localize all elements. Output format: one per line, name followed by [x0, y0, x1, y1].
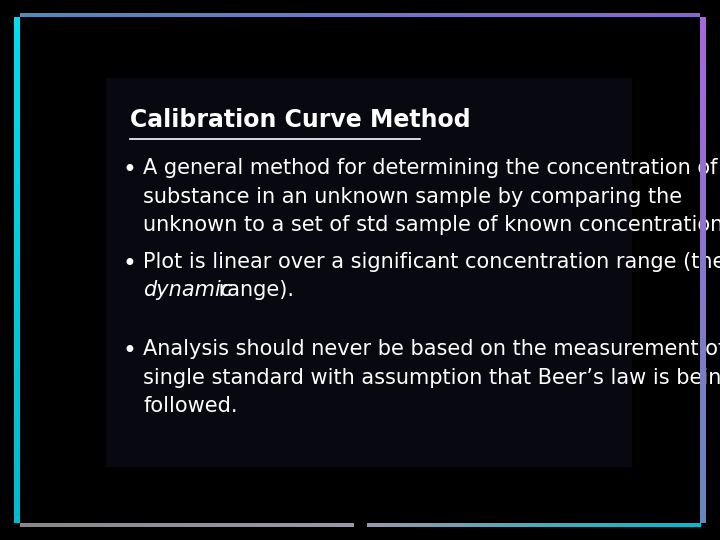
Text: •: •	[122, 158, 136, 183]
Text: dynamic: dynamic	[143, 280, 233, 300]
Text: A general method for determining the concentration of a: A general method for determining the con…	[143, 158, 720, 178]
Text: single standard with assumption that Beer’s law is being: single standard with assumption that Bee…	[143, 368, 720, 388]
Text: Analysis should never be based on the measurement of a: Analysis should never be based on the me…	[143, 339, 720, 359]
Text: Calibration Curve Method: Calibration Curve Method	[130, 109, 471, 132]
Text: substance in an unknown sample by comparing the: substance in an unknown sample by compar…	[143, 187, 682, 207]
Text: •: •	[122, 339, 136, 363]
Text: range).: range).	[212, 280, 294, 300]
Text: followed.: followed.	[143, 396, 238, 416]
Text: •: •	[122, 252, 136, 276]
Text: Plot is linear over a significant concentration range (the: Plot is linear over a significant concen…	[143, 252, 720, 272]
Text: unknown to a set of std sample of known concentration.: unknown to a set of std sample of known …	[143, 215, 720, 235]
